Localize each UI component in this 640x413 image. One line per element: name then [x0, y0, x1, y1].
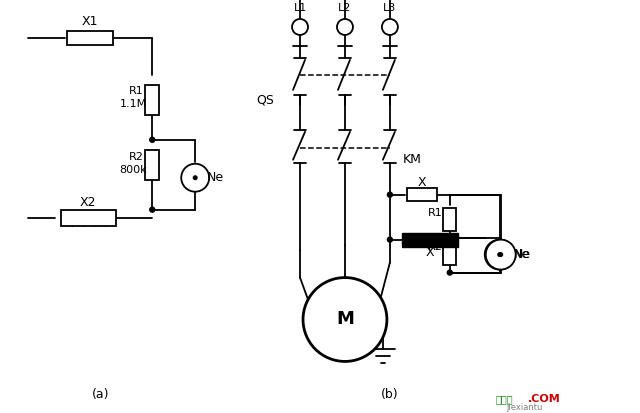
Circle shape: [150, 207, 155, 212]
Text: 800k: 800k: [120, 165, 147, 175]
Text: X1: X1: [82, 15, 99, 28]
Circle shape: [484, 240, 515, 270]
Text: Ne: Ne: [513, 248, 531, 261]
Circle shape: [447, 270, 452, 275]
Circle shape: [150, 137, 155, 142]
Circle shape: [387, 237, 392, 242]
Text: R1: R1: [428, 208, 442, 218]
Bar: [444, 242, 456, 265]
Circle shape: [498, 253, 502, 256]
Circle shape: [387, 192, 392, 197]
Text: X: X: [417, 176, 426, 189]
Circle shape: [486, 240, 516, 270]
Circle shape: [337, 19, 353, 35]
Bar: [402, 233, 458, 247]
Text: X2: X2: [80, 196, 97, 209]
Bar: [145, 150, 159, 180]
Bar: [67, 31, 113, 45]
Circle shape: [447, 235, 452, 240]
Text: KM: KM: [403, 153, 421, 166]
Circle shape: [181, 164, 209, 192]
Text: QS: QS: [256, 93, 274, 106]
Bar: [407, 188, 437, 201]
Text: L1: L1: [293, 3, 307, 13]
Circle shape: [447, 237, 452, 242]
Text: Ne: Ne: [514, 248, 531, 261]
Text: R2: R2: [428, 242, 442, 252]
Text: M: M: [336, 311, 354, 328]
Bar: [61, 210, 116, 225]
Circle shape: [292, 19, 308, 35]
Text: R2: R2: [129, 152, 144, 162]
Circle shape: [193, 176, 197, 180]
Text: 接线图: 接线图: [496, 394, 513, 404]
Text: (a): (a): [92, 388, 109, 401]
Text: (b): (b): [381, 388, 399, 401]
Text: 1.1M: 1.1M: [120, 99, 147, 109]
Text: Ne: Ne: [207, 171, 224, 184]
Text: L3: L3: [383, 3, 397, 13]
Bar: [444, 208, 456, 231]
Text: X: X: [426, 246, 434, 259]
Circle shape: [499, 253, 502, 256]
Bar: [145, 85, 159, 115]
Text: jiexiantu: jiexiantu: [506, 403, 543, 412]
Circle shape: [382, 19, 398, 35]
Circle shape: [303, 278, 387, 361]
Text: R1: R1: [129, 86, 143, 96]
Text: .COM: .COM: [528, 394, 561, 404]
Text: L2: L2: [339, 3, 351, 13]
